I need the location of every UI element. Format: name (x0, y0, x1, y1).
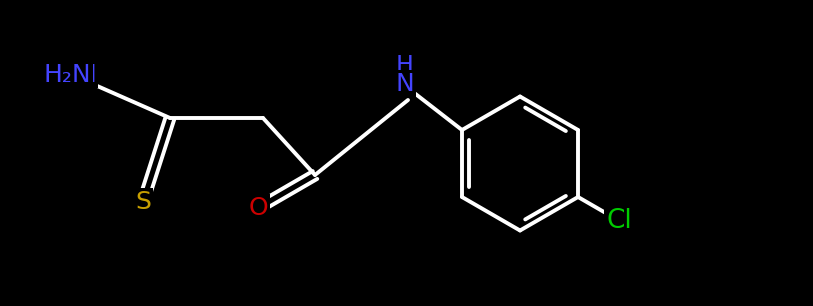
Text: N: N (79, 63, 97, 87)
Text: H: H (396, 54, 414, 78)
Text: N: N (396, 72, 415, 96)
Text: H: H (49, 63, 67, 87)
Text: O: O (248, 196, 267, 220)
Text: H₂N: H₂N (43, 63, 91, 87)
Text: S: S (135, 190, 151, 214)
Text: 2: 2 (71, 62, 80, 77)
Text: Cl: Cl (606, 208, 633, 234)
